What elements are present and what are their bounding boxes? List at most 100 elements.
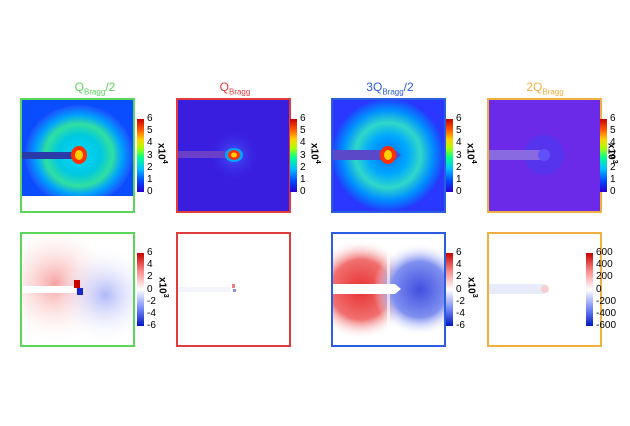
tick-label: 4 xyxy=(300,137,306,148)
tick-label: 1 xyxy=(456,174,462,185)
panel-intensity-3qbragg-half xyxy=(331,98,446,213)
title-sub: Bragg xyxy=(83,87,106,97)
colorbar-unit: x103 xyxy=(157,277,169,298)
tick-label: 3 xyxy=(456,150,462,161)
unit-exp: 3 xyxy=(611,159,618,164)
tick-label: 3 xyxy=(610,150,616,161)
colorbar-unit: x104 xyxy=(156,143,168,164)
tick-label: 6 xyxy=(147,113,153,124)
panel-intensity-qbragg-half xyxy=(20,98,135,213)
tick-label: 0 xyxy=(147,186,153,197)
tick-label: 2 xyxy=(456,162,462,173)
tick-label: 5 xyxy=(147,125,153,136)
tick-label: 6 xyxy=(456,247,462,258)
tick-label: 3 xyxy=(300,150,306,161)
tick-label: -4 xyxy=(456,308,465,319)
tick-label: 4 xyxy=(147,137,153,148)
tick-label: 5 xyxy=(610,125,616,136)
title-base: 2Q xyxy=(526,80,543,94)
panel-difference-qbragg xyxy=(176,232,291,347)
title-qbragg-half: QBragg/2 xyxy=(25,80,165,96)
colorbar-unit: x104 xyxy=(309,143,321,164)
tick-label: 2 xyxy=(300,162,306,173)
tick-label: 1 xyxy=(610,174,616,185)
intensity-map xyxy=(178,100,289,211)
title-suffix: /2 xyxy=(403,80,414,94)
unit-exp: 4 xyxy=(314,159,321,164)
tick-label: 5 xyxy=(456,125,462,136)
tick-label: 2 xyxy=(147,162,153,173)
unit-exp: 4 xyxy=(470,159,477,164)
colorbar-difference xyxy=(137,253,144,326)
tick-label: 3 xyxy=(147,150,153,161)
title-2qbragg: 2QBragg xyxy=(475,80,615,96)
difference-map xyxy=(489,234,600,345)
unit-exp: 4 xyxy=(161,159,168,164)
tick-label: 0 xyxy=(147,284,153,295)
difference-map xyxy=(178,234,289,345)
colorbar-unit: x103 xyxy=(606,143,618,164)
tick-label: 1 xyxy=(147,174,153,185)
title-qbragg: QBragg xyxy=(165,80,305,96)
colorbar-difference xyxy=(586,253,593,326)
panel-intensity-qbragg xyxy=(176,98,291,213)
intensity-map xyxy=(333,100,444,211)
tick-label: 6 xyxy=(456,113,462,124)
title-sub: Bragg xyxy=(228,87,251,97)
title-base: Q xyxy=(74,80,84,94)
unit-base: x10 xyxy=(156,277,168,294)
panel-difference-2qbragg xyxy=(487,232,602,347)
colorbar-unit: x104 xyxy=(465,143,477,164)
tick-label: 6 xyxy=(610,113,616,124)
title-sub: Bragg xyxy=(542,87,564,97)
colorbar-intensity xyxy=(137,119,144,192)
panel-difference-3qbragg-half xyxy=(331,232,446,347)
difference-map xyxy=(22,234,133,345)
colorbar-unit: x103 xyxy=(466,277,478,298)
panel-difference-qbragg-half xyxy=(20,232,135,347)
tick-label: 200 xyxy=(596,271,613,282)
colorbar-difference xyxy=(446,253,453,326)
tick-label: 4 xyxy=(456,259,462,270)
tick-label: 6 xyxy=(300,113,306,124)
intensity-map xyxy=(489,100,600,211)
tick-label: -600 xyxy=(596,320,617,331)
title-suffix: /2 xyxy=(105,80,116,94)
tick-label: 0 xyxy=(610,186,616,197)
tick-label: 0 xyxy=(596,284,602,295)
tick-label: 600 xyxy=(596,247,613,258)
difference-map xyxy=(333,234,444,345)
tick-label: 2 xyxy=(610,162,616,173)
tick-label: 2 xyxy=(456,271,462,282)
tick-label: 4 xyxy=(610,137,616,148)
tick-label: 5 xyxy=(300,125,306,136)
tick-label: 0 xyxy=(456,284,462,295)
tick-label: -400 xyxy=(596,308,617,319)
colorbar-intensity xyxy=(290,119,297,192)
unit-base: x10 xyxy=(605,143,617,160)
tick-label: -6 xyxy=(147,320,156,331)
tick-label: -200 xyxy=(596,296,617,307)
tick-label: -4 xyxy=(147,308,156,319)
unit-base: x10 xyxy=(155,143,167,160)
colorbar-intensity xyxy=(446,119,453,192)
tick-label: 400 xyxy=(596,259,613,270)
title-base: Q xyxy=(219,80,229,94)
unit-base: x10 xyxy=(464,143,476,160)
title-3qbragg-half: 3QBragg/2 xyxy=(320,80,460,96)
intensity-map xyxy=(22,100,133,211)
tick-label: 4 xyxy=(456,137,462,148)
tick-label: -6 xyxy=(456,320,465,331)
title-base: 3Q xyxy=(366,80,383,94)
unit-exp: 3 xyxy=(471,293,478,298)
unit-base: x10 xyxy=(308,143,320,160)
tick-label: 6 xyxy=(147,247,153,258)
tick-label: -2 xyxy=(456,296,465,307)
tick-label: 4 xyxy=(147,259,153,270)
tick-label: -2 xyxy=(147,296,156,307)
tick-label: 0 xyxy=(456,186,462,197)
title-sub: Bragg xyxy=(382,87,404,97)
panel-intensity-2qbragg xyxy=(487,98,602,213)
colorbar-intensity xyxy=(600,119,607,192)
tick-label: 1 xyxy=(300,174,306,185)
